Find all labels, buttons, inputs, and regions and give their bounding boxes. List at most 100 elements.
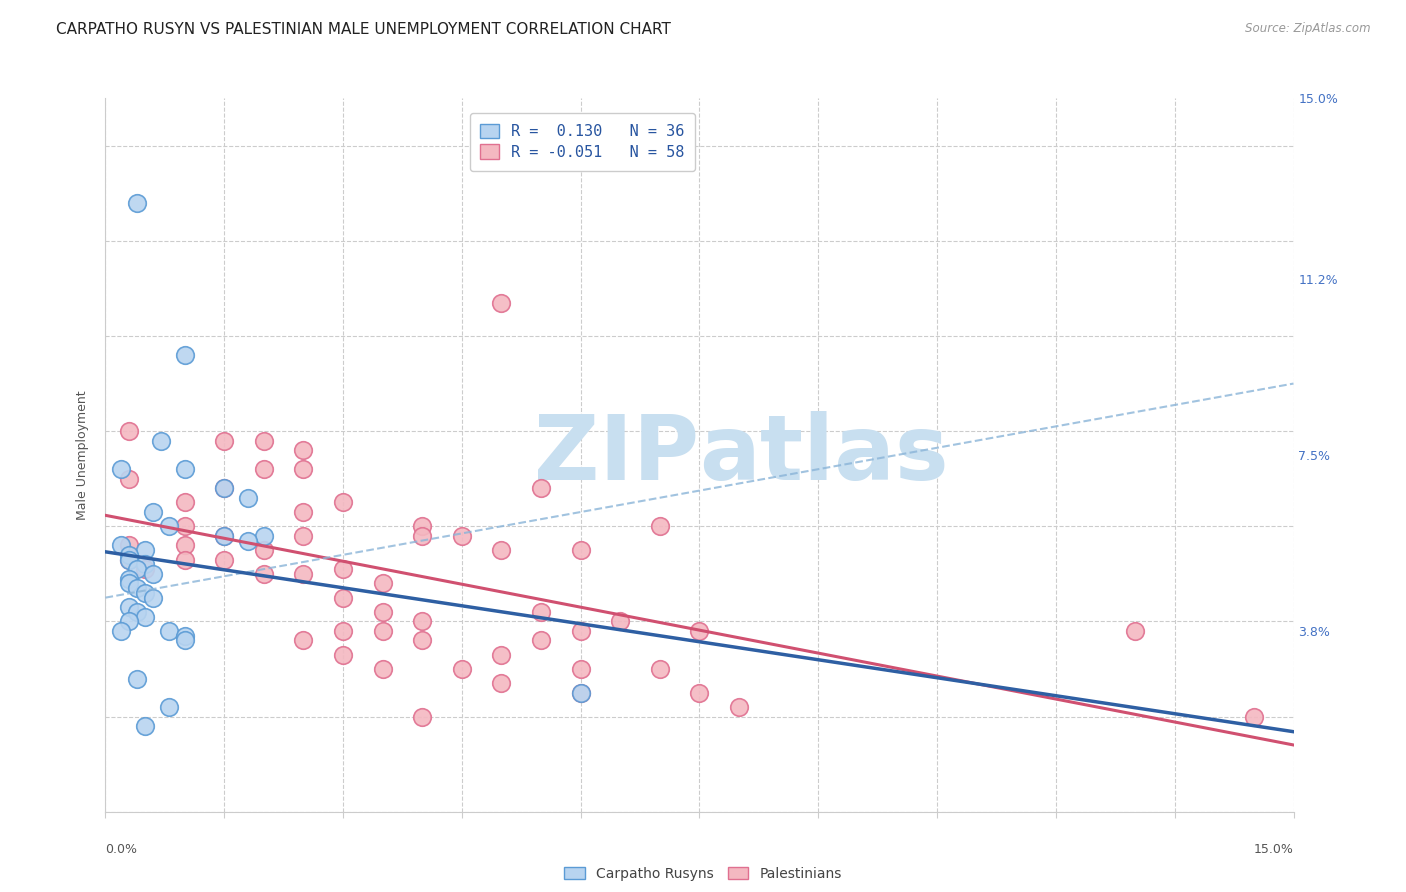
Point [173, 552, 195, 566]
Point [134, 609, 156, 624]
Point [332, 624, 354, 638]
Point [569, 686, 592, 700]
Point [173, 633, 195, 648]
Point [332, 591, 354, 605]
Point [728, 700, 751, 714]
Point [142, 591, 165, 605]
Point [411, 615, 433, 629]
Text: 15.0%: 15.0% [1254, 843, 1294, 856]
Point [491, 676, 513, 690]
Text: ZIP: ZIP [534, 411, 700, 499]
Point [236, 533, 259, 548]
Point [491, 648, 513, 662]
Point [292, 566, 315, 581]
Point [127, 195, 149, 210]
Point [142, 566, 165, 581]
Legend: Carpatho Rusyns, Palestinians: Carpatho Rusyns, Palestinians [564, 867, 842, 880]
Point [127, 605, 149, 619]
Point [118, 600, 141, 615]
Point [371, 605, 394, 619]
Point [214, 529, 236, 543]
Point [530, 605, 553, 619]
Point [648, 662, 671, 676]
Point [110, 462, 132, 476]
Point [214, 552, 236, 566]
Point [332, 648, 354, 662]
Point [236, 491, 259, 505]
Point [142, 505, 165, 519]
Point [491, 295, 513, 310]
Point [253, 462, 276, 476]
Point [371, 662, 394, 676]
Point [173, 348, 195, 362]
Point [149, 434, 172, 448]
Point [110, 624, 132, 638]
Point [371, 624, 394, 638]
Point [569, 686, 592, 700]
Point [214, 481, 236, 495]
Point [134, 562, 156, 576]
Text: 0.0%: 0.0% [105, 843, 138, 856]
Point [1123, 624, 1146, 638]
Point [118, 576, 141, 591]
Point [609, 615, 631, 629]
Point [332, 562, 354, 576]
Y-axis label: Male Unemployment: Male Unemployment [76, 390, 90, 520]
Point [689, 624, 711, 638]
Point [253, 434, 276, 448]
Point [134, 719, 156, 733]
Point [332, 495, 354, 509]
Point [253, 566, 276, 581]
Point [530, 633, 553, 648]
Point [118, 538, 141, 552]
Point [648, 519, 671, 533]
Text: CARPATHO RUSYN VS PALESTINIAN MALE UNEMPLOYMENT CORRELATION CHART: CARPATHO RUSYN VS PALESTINIAN MALE UNEMP… [56, 22, 671, 37]
Point [173, 462, 195, 476]
Point [491, 543, 513, 558]
Point [173, 519, 195, 533]
Point [214, 481, 236, 495]
Point [173, 495, 195, 509]
Point [118, 424, 141, 438]
Point [371, 576, 394, 591]
Text: Source: ZipAtlas.com: Source: ZipAtlas.com [1246, 22, 1371, 36]
Point [157, 700, 180, 714]
Point [118, 572, 141, 586]
Point [411, 519, 433, 533]
Point [214, 529, 236, 543]
Point [450, 662, 472, 676]
Point [569, 543, 592, 558]
Point [569, 662, 592, 676]
Point [134, 586, 156, 600]
Point [411, 709, 433, 723]
Point [292, 529, 315, 543]
Point [253, 543, 276, 558]
Point [173, 538, 195, 552]
Point [118, 552, 141, 566]
Point [450, 529, 472, 543]
Point [118, 548, 141, 562]
Point [127, 672, 149, 686]
Point [411, 633, 433, 648]
Point [292, 443, 315, 458]
Text: atlas: atlas [700, 411, 949, 499]
Point [569, 624, 592, 638]
Point [411, 529, 433, 543]
Legend: R =  0.130   N = 36, R = -0.051   N = 58: R = 0.130 N = 36, R = -0.051 N = 58 [470, 113, 695, 170]
Point [118, 552, 141, 566]
Point [157, 519, 180, 533]
Point [253, 529, 276, 543]
Point [173, 629, 195, 643]
Point [127, 581, 149, 595]
Point [530, 481, 553, 495]
Point [134, 543, 156, 558]
Point [118, 472, 141, 486]
Point [157, 624, 180, 638]
Point [110, 538, 132, 552]
Point [689, 686, 711, 700]
Point [118, 615, 141, 629]
Point [292, 462, 315, 476]
Point [292, 505, 315, 519]
Point [292, 633, 315, 648]
Point [214, 434, 236, 448]
